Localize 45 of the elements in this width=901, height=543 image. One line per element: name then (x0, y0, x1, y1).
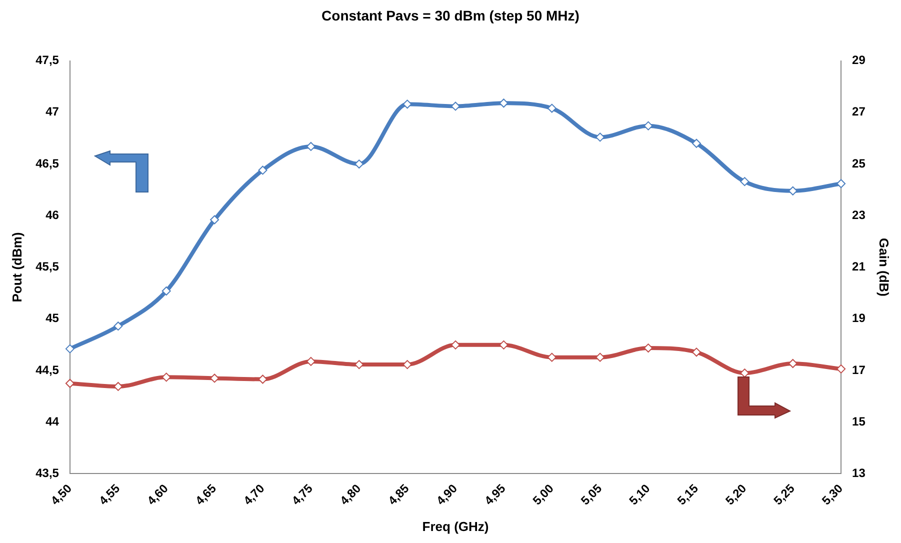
y-tick-label: 47,5 (36, 53, 60, 68)
x-tick-label: 5,10 (626, 481, 653, 508)
point (210, 215, 220, 224)
y2-tick-label: 23 (852, 208, 866, 222)
point (258, 166, 268, 175)
point (836, 179, 846, 188)
y-axis-title: Pout (dBm) (9, 232, 24, 302)
y-tick-label: 46,5 (36, 156, 60, 170)
y-tick-label: 44,5 (36, 362, 60, 377)
point (740, 177, 750, 186)
point (547, 104, 556, 113)
x-tick-label: 5,00 (530, 481, 557, 508)
point (402, 100, 412, 109)
y2-tick-label: 27 (852, 104, 866, 119)
y-tick-label: 47 (46, 104, 60, 119)
point (692, 348, 701, 357)
y2-tick-label: 13 (852, 466, 866, 480)
chart-title: Constant Pavs = 30 dBm (step 50 MHz) (322, 7, 580, 24)
point (65, 344, 74, 354)
y-tick-label: 45 (46, 311, 60, 326)
point (65, 378, 74, 388)
point (114, 322, 123, 331)
y-tick-label: 43,5 (36, 466, 60, 480)
y-tick-label: 44 (46, 414, 60, 428)
y2-tick-label: 21 (852, 260, 866, 274)
x-tick-label: 4,70 (240, 481, 268, 508)
y2-tick-label: 29 (852, 53, 866, 68)
y-tick-label: 45,5 (36, 260, 60, 274)
x-tick-label: 4,90 (434, 481, 460, 508)
x-tick-label: 5,30 (819, 481, 846, 508)
y2-axis-title: Gain (dB) (876, 238, 892, 296)
y-tick-label: 46 (46, 208, 60, 222)
point (354, 160, 364, 169)
y2-tick-label: 19 (852, 311, 866, 326)
point (836, 364, 846, 374)
x-tick-label: 5,20 (722, 481, 750, 508)
x-tick-label: 4,50 (48, 481, 75, 508)
point (162, 286, 171, 296)
x-axis-title: Freq (GHz) (422, 518, 489, 534)
x-tick-label: 4,60 (144, 481, 172, 508)
x-tick-label: 4,80 (337, 481, 364, 508)
y2-tick-label: 17 (852, 362, 866, 377)
y2-tick-label: 15 (852, 414, 866, 428)
y2-tick-label: 25 (852, 156, 866, 170)
point (692, 138, 701, 148)
